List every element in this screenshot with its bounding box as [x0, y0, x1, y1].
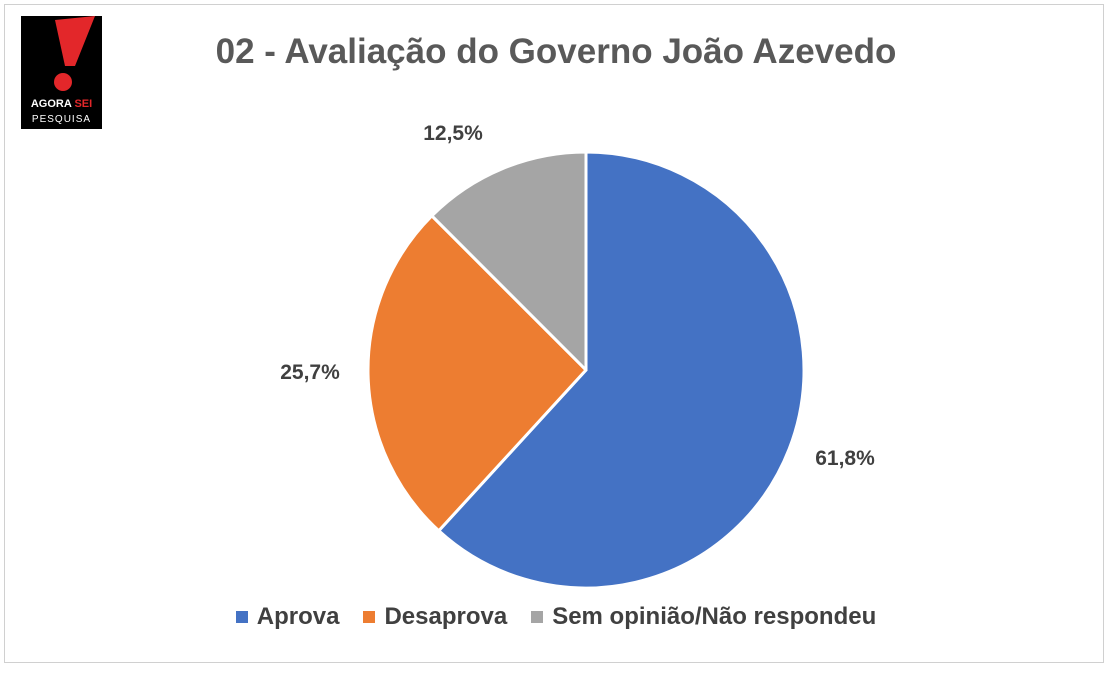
legend-item-aprova: Aprova [235, 603, 340, 631]
logo-text-accent: SEI [74, 98, 93, 110]
agora-sei-logo: AGORA SEI PESQUISA [21, 16, 102, 129]
data-label-sem-opiniao: 12,5% [423, 122, 483, 145]
pie-slice-aprova [437, 150, 806, 590]
legend-label-sem-opiniao: Sem opinião/Não respondeu [552, 603, 877, 630]
legend-swatch-sem-opiniao [531, 611, 544, 623]
data-label-desaprova: 25,7% [280, 361, 340, 384]
logo-text-main: AGORA [30, 98, 72, 110]
data-label-aprova: 61,8% [815, 447, 875, 470]
legend-label-desaprova: Desaprova [384, 603, 508, 630]
pie-slice-sem-opiniao [430, 150, 588, 372]
chart-legend: Aprova Desaprova Sem opinião/Não respondeu [0, 603, 1112, 631]
legend-item-desaprova: Desaprova [363, 603, 507, 631]
pie-slice-desaprova [366, 214, 588, 533]
logo-text-line2: PESQUISA [31, 114, 92, 125]
chart-title: 02 - Avaliação do Governo João Azevedo [215, 32, 897, 71]
exclamation-icon [54, 16, 95, 91]
legend-item-sem-opiniao: Sem opinião/Não respondeu [531, 603, 876, 631]
legend-label-aprova: Aprova [256, 603, 340, 630]
logo-text-line1: AGORA SEI [21, 98, 102, 110]
legend-swatch-desaprova [363, 611, 376, 623]
legend-swatch-aprova [235, 611, 248, 623]
